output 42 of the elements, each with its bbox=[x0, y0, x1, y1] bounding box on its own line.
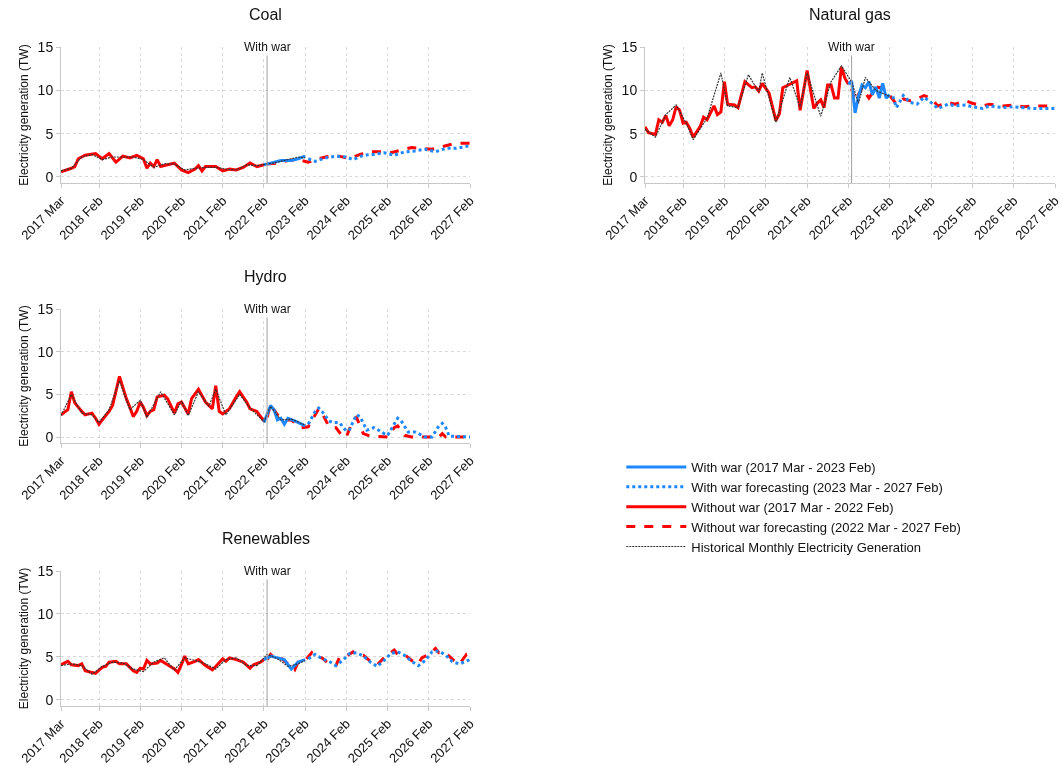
line-series bbox=[61, 380, 306, 426]
legend-label: Historical Monthly Electricity Generation bbox=[691, 539, 922, 555]
y-tick-label: 10 bbox=[37, 82, 54, 99]
line-series bbox=[61, 653, 306, 675]
y-axis-title: Electricity generation (TW) bbox=[16, 44, 31, 186]
ref-line-label: With war bbox=[244, 564, 291, 578]
line-series bbox=[306, 406, 470, 439]
y-axis-title: Electricity generation (TW) bbox=[600, 44, 615, 186]
line-series bbox=[306, 144, 470, 163]
line-series bbox=[61, 153, 306, 172]
y-tick-label: 10 bbox=[37, 605, 54, 622]
chart-title: Renewables bbox=[222, 530, 311, 547]
y-tick-label: 5 bbox=[45, 386, 54, 403]
y-tick-label: 15 bbox=[37, 562, 54, 579]
y-tick-label: 10 bbox=[37, 343, 54, 360]
line-series bbox=[645, 65, 891, 141]
chart-title: Coal bbox=[249, 6, 282, 23]
y-tick-label: 5 bbox=[629, 125, 638, 142]
y-tick-label: 15 bbox=[621, 38, 638, 55]
legend-label: With war forecasting (2023 Mar - 2027 Feb) bbox=[691, 479, 943, 495]
y-axis-title: Electricity generation (TW) bbox=[16, 305, 31, 447]
legend-label: Without war forecasting (2022 Mar - 2027 Feb) bbox=[691, 519, 961, 535]
legend-label: Without war (2017 Mar - 2022 Feb) bbox=[691, 499, 894, 515]
chart-title: Hydro bbox=[244, 268, 287, 285]
y-tick-label: 10 bbox=[621, 82, 638, 99]
y-tick-label: 15 bbox=[37, 38, 54, 55]
y-tick-label: 0 bbox=[45, 428, 54, 445]
y-axis-title: Electricity generation (TW) bbox=[16, 567, 31, 710]
y-tick-label: 5 bbox=[45, 648, 54, 665]
ref-line-label: With war bbox=[244, 40, 291, 54]
y-tick-label: 0 bbox=[45, 168, 54, 185]
line-series bbox=[265, 646, 470, 672]
ref-line-label: With war bbox=[244, 302, 291, 316]
y-tick-label: 0 bbox=[629, 168, 638, 185]
y-tick-label: 5 bbox=[45, 125, 54, 142]
y-tick-label: 0 bbox=[45, 691, 54, 708]
chart-title: Natural gas bbox=[809, 6, 891, 23]
line-series bbox=[891, 94, 1055, 110]
ref-line-label: With war bbox=[828, 40, 875, 54]
legend-label: With war (2017 Mar - 2023 Feb) bbox=[691, 459, 876, 475]
line-series bbox=[306, 649, 470, 668]
y-tick-label: 15 bbox=[37, 300, 54, 317]
